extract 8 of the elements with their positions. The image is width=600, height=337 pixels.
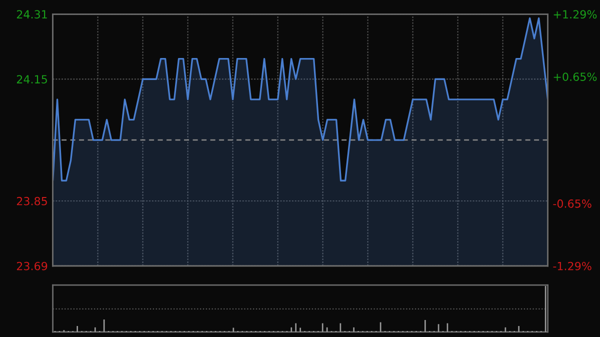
y-tick-label: 23.69 xyxy=(16,262,48,270)
y2-tick-label: -0.65% xyxy=(553,199,592,208)
y-tick-label: 24.31 xyxy=(16,10,47,19)
y2-tick-label: +0.65% xyxy=(554,72,597,81)
y-tick-label: 23.85 xyxy=(16,196,47,206)
y2-tick-label: +1.29% xyxy=(554,10,597,19)
y-tick-label: 24.15 xyxy=(16,75,47,84)
y2-tick-label: -1.29% xyxy=(553,262,592,270)
